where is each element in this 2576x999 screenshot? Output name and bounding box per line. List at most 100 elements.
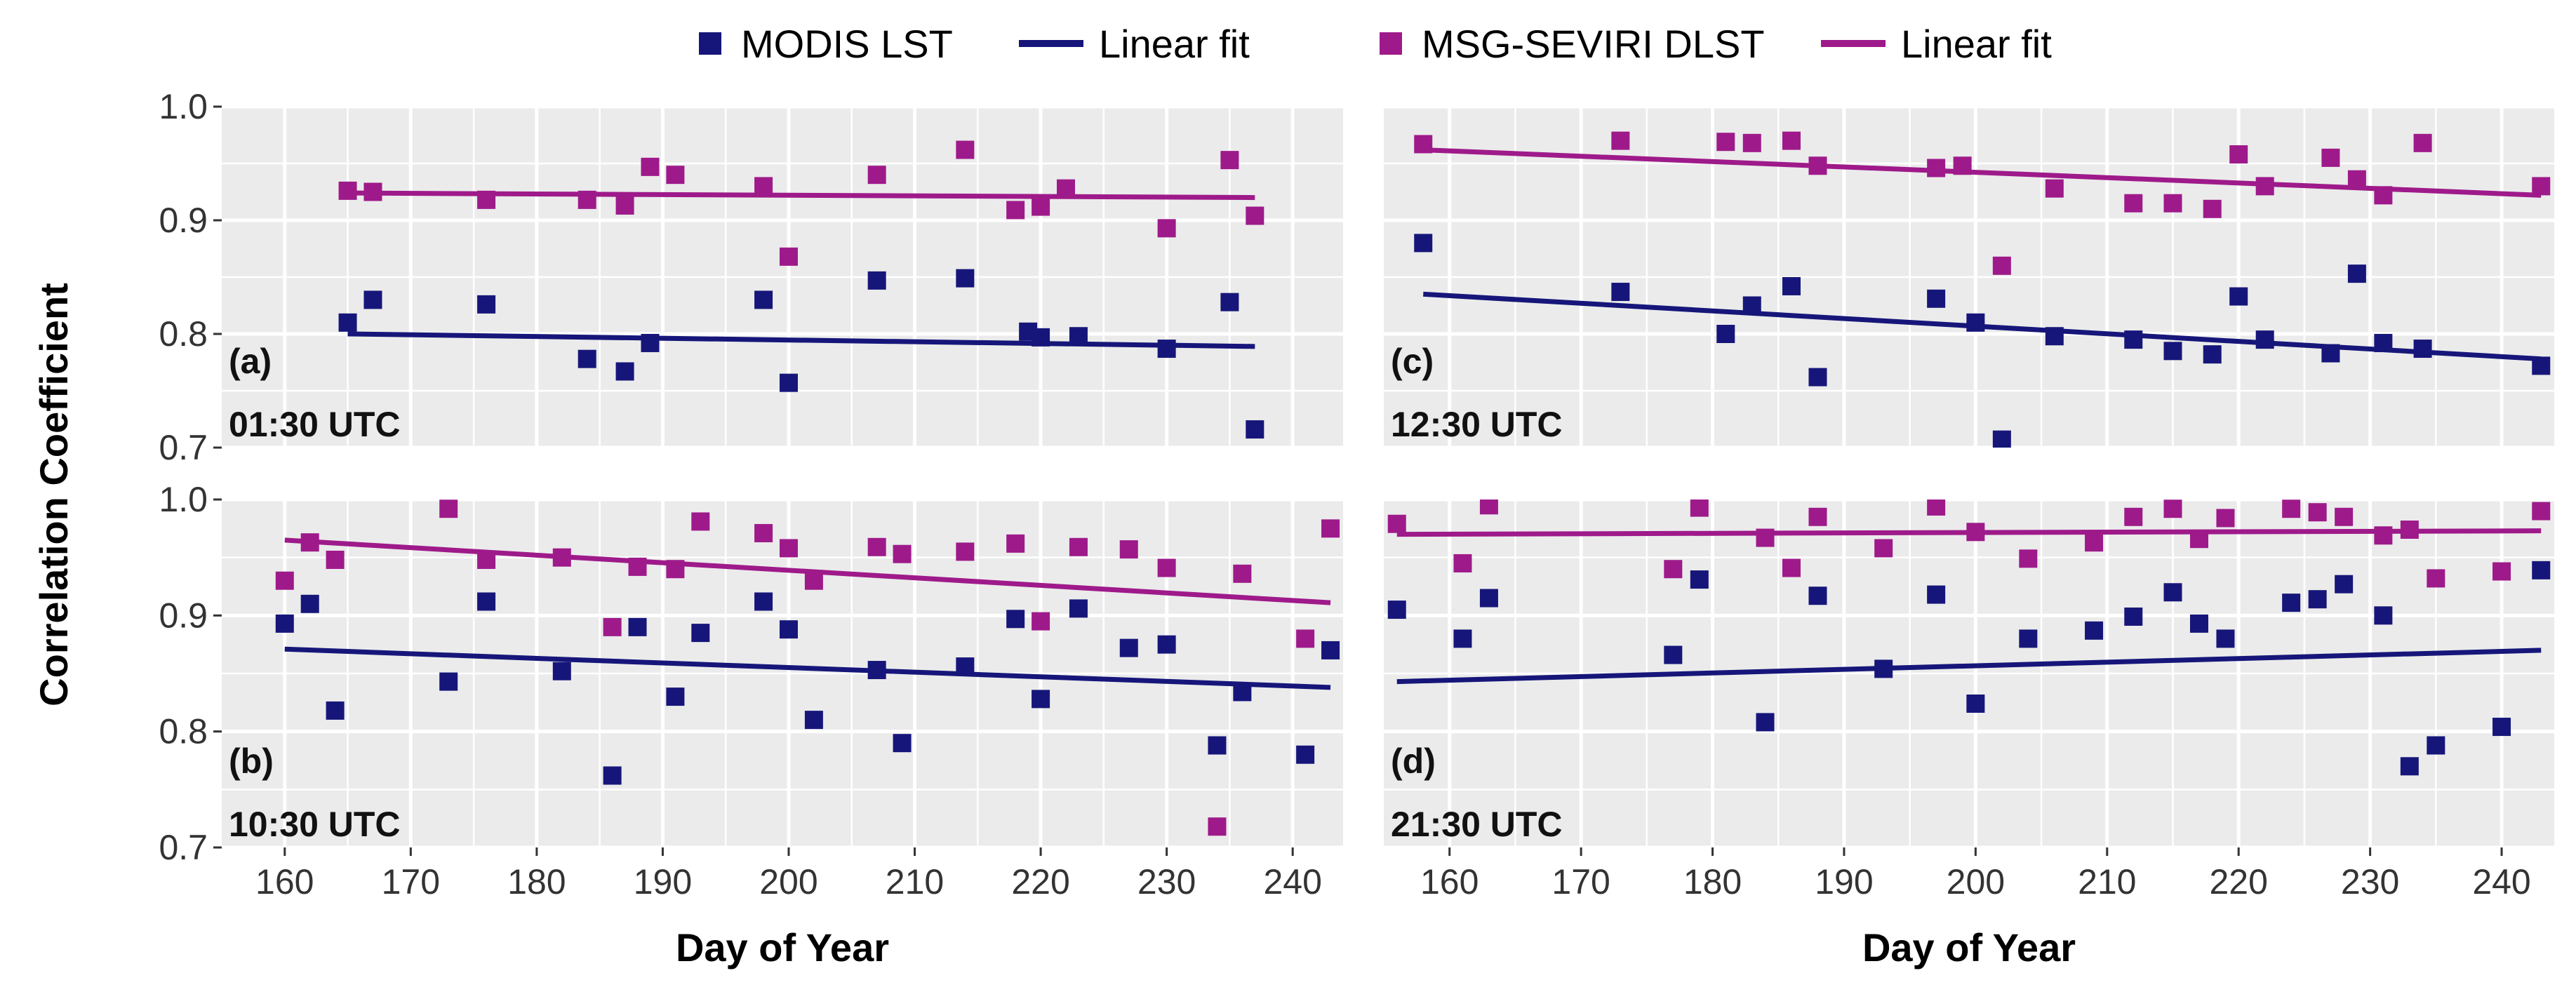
data-point-modis bbox=[2347, 264, 2366, 283]
data-point-seviri bbox=[1387, 514, 1406, 533]
data-point-seviri bbox=[363, 182, 382, 201]
data-point-seviri bbox=[2374, 186, 2393, 205]
data-point-seviri bbox=[1716, 133, 1735, 152]
data-point-seviri bbox=[754, 523, 773, 542]
data-point-modis bbox=[2189, 614, 2208, 633]
x-tick-label: 180 bbox=[507, 862, 566, 901]
data-point-modis bbox=[1069, 327, 1088, 346]
data-point-modis bbox=[2413, 340, 2432, 358]
y-tick-label: 0.7 bbox=[159, 428, 208, 467]
data-point-seviri bbox=[1874, 539, 1893, 558]
data-point-seviri bbox=[956, 542, 975, 561]
data-point-seviri bbox=[641, 157, 660, 176]
x-axis-title: Day of Year bbox=[676, 925, 889, 970]
x-tick-label: 170 bbox=[1551, 862, 1610, 901]
data-point-modis bbox=[2532, 356, 2551, 375]
data-point-seviri bbox=[1208, 817, 1227, 836]
data-point-modis bbox=[1119, 638, 1138, 657]
data-point-seviri bbox=[1119, 540, 1138, 559]
data-point-seviri bbox=[754, 177, 773, 196]
panel-label: (c) bbox=[1391, 342, 1434, 381]
fit-line-seviri bbox=[284, 537, 1331, 605]
data-point-modis bbox=[779, 373, 798, 392]
data-point-seviri bbox=[2374, 526, 2393, 545]
data-point-seviri bbox=[2347, 170, 2366, 189]
panel-b: 0.7 0.8 0.9 1.0 160 170 180 190 200 210 220 230 240 D… bbox=[159, 480, 1343, 970]
data-point-modis bbox=[326, 701, 345, 720]
legend-label: MSG-SEVIRI DLST bbox=[1422, 22, 1765, 66]
data-point-modis bbox=[641, 333, 660, 352]
data-point-seviri bbox=[1664, 560, 1683, 579]
data-point-modis bbox=[552, 662, 571, 680]
data-point-modis bbox=[578, 349, 596, 368]
data-point-modis bbox=[666, 688, 685, 706]
data-point-seviri bbox=[1742, 133, 1761, 152]
panel-d: 160 170 180 190 200 210 220 230 240 Day of Year (d… bbox=[1384, 497, 2554, 970]
data-point-modis bbox=[2374, 606, 2393, 625]
data-point-modis bbox=[2229, 287, 2248, 306]
legend-label: MODIS LST bbox=[741, 22, 953, 66]
data-point-seviri bbox=[1032, 612, 1050, 631]
data-point-seviri bbox=[1808, 156, 1827, 175]
data-point-modis bbox=[628, 617, 647, 636]
data-point-modis bbox=[2335, 575, 2354, 594]
y-tick-label: 0.9 bbox=[159, 596, 208, 635]
data-point-modis bbox=[1246, 420, 1264, 439]
x-tick-label: 220 bbox=[2209, 862, 2267, 901]
panel-data bbox=[1414, 131, 2551, 448]
panel-label: (b) bbox=[229, 742, 274, 781]
panel-data bbox=[1387, 500, 2551, 776]
panel-data bbox=[275, 500, 1340, 836]
data-point-modis bbox=[1611, 283, 1630, 302]
data-point-seviri bbox=[1927, 500, 1946, 516]
data-point-seviri bbox=[666, 166, 685, 185]
y-tick-label: 1.0 bbox=[159, 480, 208, 519]
data-point-modis bbox=[1233, 683, 1252, 702]
data-point-seviri bbox=[1453, 554, 1472, 572]
fit-line-seviri bbox=[347, 190, 1255, 201]
data-point-seviri bbox=[2532, 502, 2551, 521]
x-tick-label: 240 bbox=[2472, 862, 2530, 901]
data-point-seviri bbox=[2203, 199, 2222, 218]
x-tick-label: 160 bbox=[1420, 862, 1479, 901]
data-point-modis bbox=[2163, 342, 2182, 361]
x-tick-label: 210 bbox=[2078, 862, 2136, 901]
data-point-modis bbox=[1716, 325, 1735, 343]
data-point-seviri bbox=[300, 533, 319, 552]
panel-time-label: 01:30 UTC bbox=[229, 405, 401, 444]
data-point-seviri bbox=[1032, 197, 1050, 216]
y-tick-label: 0.8 bbox=[159, 314, 208, 354]
panel-time-label: 12:30 UTC bbox=[1391, 405, 1563, 444]
y-tick-label: 0.9 bbox=[159, 201, 208, 240]
data-point-modis bbox=[1927, 289, 1946, 308]
legend-marker-seviri-icon bbox=[1380, 32, 1402, 55]
data-point-modis bbox=[2321, 344, 2340, 363]
data-point-seviri bbox=[275, 571, 294, 590]
data-point-seviri bbox=[2019, 549, 2038, 568]
data-point-modis bbox=[1664, 645, 1683, 664]
x-tick-label: 220 bbox=[1011, 862, 1069, 901]
data-point-modis bbox=[2019, 629, 2038, 648]
data-point-seviri bbox=[1006, 534, 1025, 553]
data-point-seviri bbox=[1220, 151, 1239, 170]
data-point-modis bbox=[1208, 736, 1227, 755]
data-point-modis bbox=[338, 313, 357, 332]
data-point-seviri bbox=[2124, 194, 2143, 213]
data-point-modis bbox=[2124, 607, 2143, 626]
data-point-seviri bbox=[956, 140, 975, 159]
data-point-seviri bbox=[1321, 519, 1340, 538]
data-point-modis bbox=[2492, 718, 2511, 737]
data-point-seviri bbox=[893, 544, 912, 563]
legend-label: Linear fit bbox=[1099, 22, 1250, 66]
data-point-seviri bbox=[2427, 569, 2445, 588]
data-point-modis bbox=[2282, 594, 2301, 612]
x-tick-label: 180 bbox=[1683, 862, 1742, 901]
data-point-seviri bbox=[1157, 219, 1176, 238]
data-point-seviri bbox=[2400, 520, 2419, 539]
data-point-seviri bbox=[1966, 523, 1985, 542]
data-point-seviri bbox=[2124, 507, 2143, 526]
data-point-seviri bbox=[1069, 537, 1088, 556]
data-point-seviri bbox=[2321, 148, 2340, 167]
data-point-modis bbox=[603, 766, 622, 785]
x-tick-label: 190 bbox=[634, 862, 692, 901]
